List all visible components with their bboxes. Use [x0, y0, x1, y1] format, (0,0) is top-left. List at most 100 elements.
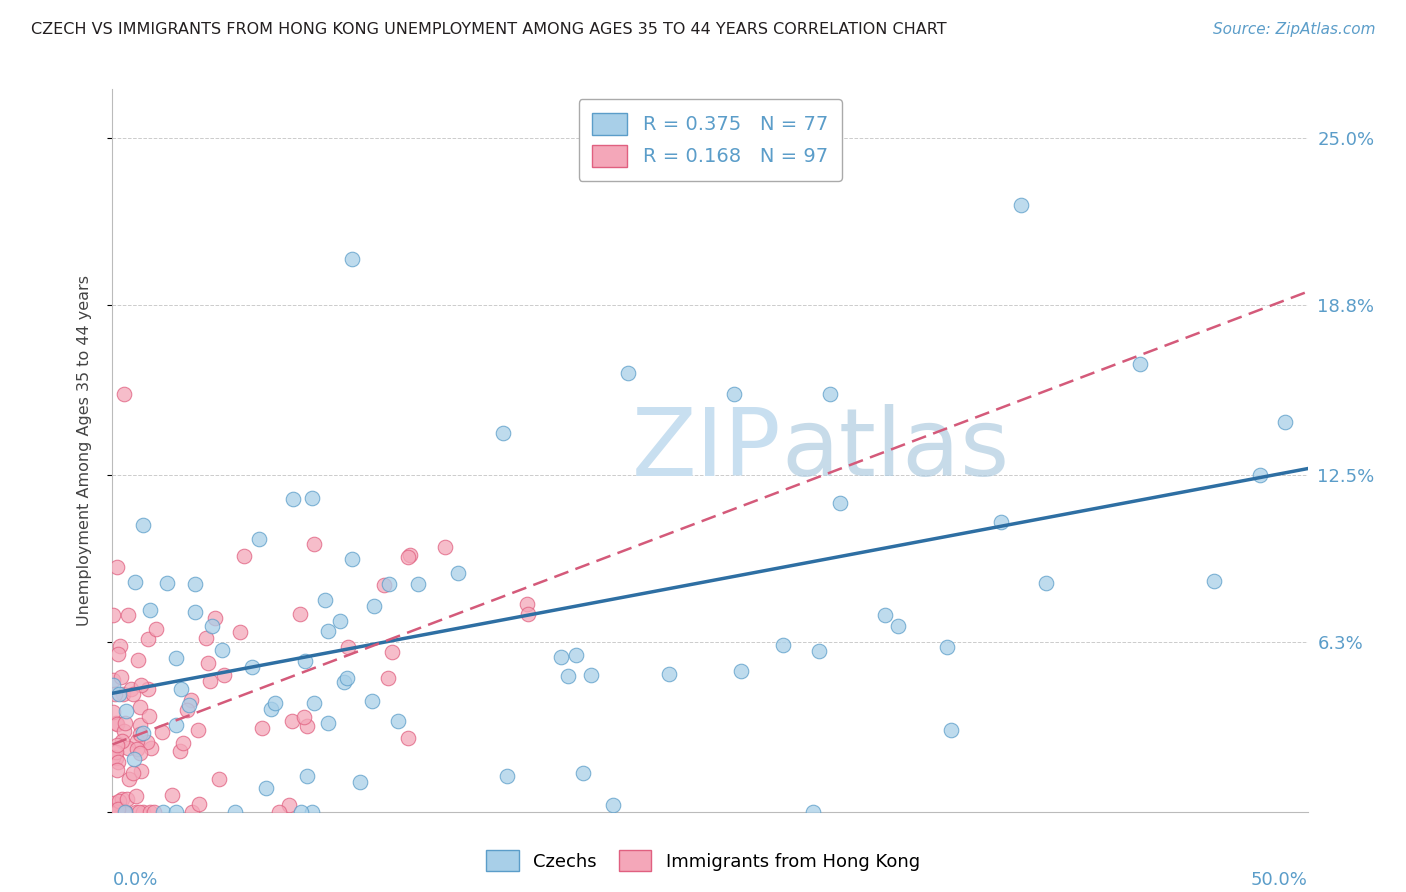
Point: [128, 805, 150, 819]
Point: [496, 769, 519, 783]
Point: [316, 624, 339, 638]
Point: [233, 549, 256, 563]
Point: [187, 797, 209, 812]
Point: [117, 772, 139, 787]
Point: [340, 252, 363, 266]
Point: [104, 715, 127, 730]
Legend: Czechs, Immigrants from Hong Kong: Czechs, Immigrants from Hong Kong: [479, 843, 927, 879]
Point: [1274, 415, 1296, 429]
Point: [180, 693, 202, 707]
Point: [114, 387, 135, 401]
Point: [939, 723, 962, 737]
Point: [447, 566, 470, 581]
Point: [263, 696, 285, 710]
Point: [550, 650, 572, 665]
Point: [1249, 467, 1271, 482]
Point: [110, 805, 132, 819]
Point: [730, 664, 752, 678]
Point: [557, 669, 579, 683]
Point: [108, 687, 131, 701]
Point: [138, 805, 160, 819]
Point: [105, 805, 128, 819]
Point: [139, 603, 162, 617]
Point: [124, 575, 146, 590]
Point: [1129, 357, 1152, 371]
Point: [198, 673, 221, 688]
Point: [145, 622, 167, 636]
Point: [349, 775, 371, 789]
Point: [211, 643, 233, 657]
Text: 0.0%: 0.0%: [112, 871, 157, 889]
Point: [336, 671, 359, 685]
Point: [114, 716, 136, 731]
Point: [169, 744, 191, 758]
Point: [302, 537, 325, 551]
Point: [112, 805, 135, 819]
Point: [373, 578, 395, 592]
Point: [165, 718, 187, 732]
Point: [135, 735, 157, 749]
Point: [333, 674, 356, 689]
Point: [125, 805, 148, 819]
Point: [214, 667, 236, 681]
Point: [434, 540, 457, 554]
Point: [267, 805, 290, 819]
Point: [136, 681, 159, 696]
Point: [260, 702, 283, 716]
Point: [935, 640, 957, 654]
Point: [179, 698, 201, 713]
Point: [122, 752, 145, 766]
Point: [160, 788, 183, 802]
Point: [801, 805, 824, 819]
Point: [112, 805, 135, 819]
Point: [290, 805, 312, 819]
Point: [105, 738, 128, 752]
Point: [115, 792, 138, 806]
Point: [120, 681, 142, 696]
Point: [101, 673, 124, 688]
Point: [105, 560, 128, 574]
Point: [132, 518, 155, 533]
Point: [292, 710, 315, 724]
Point: [107, 647, 129, 661]
Point: [125, 742, 148, 756]
Point: [117, 607, 139, 622]
Point: [250, 722, 273, 736]
Text: 50.0%: 50.0%: [1251, 871, 1308, 889]
Point: [204, 611, 226, 625]
Point: [165, 805, 187, 819]
Point: [294, 653, 316, 667]
Point: [617, 366, 640, 380]
Point: [184, 605, 207, 619]
Point: [240, 660, 263, 674]
Point: [329, 615, 352, 629]
Point: [1204, 574, 1226, 588]
Point: [114, 805, 136, 819]
Point: [517, 607, 540, 621]
Point: [107, 805, 129, 819]
Point: [396, 550, 419, 565]
Point: [107, 802, 129, 816]
Point: [115, 704, 138, 718]
Point: [122, 687, 145, 701]
Point: [254, 781, 277, 796]
Point: [111, 734, 134, 748]
Point: [105, 717, 128, 731]
Point: [129, 678, 152, 692]
Point: [184, 577, 207, 591]
Point: [381, 645, 404, 659]
Point: [114, 805, 136, 819]
Point: [129, 727, 152, 741]
Point: [107, 755, 129, 769]
Point: [360, 693, 382, 707]
Point: [396, 731, 419, 746]
Point: [103, 750, 125, 764]
Point: [138, 709, 160, 723]
Legend: R = 0.375   N = 77, R = 0.168   N = 97: R = 0.375 N = 77, R = 0.168 N = 97: [578, 99, 842, 181]
Point: [572, 766, 595, 780]
Point: [491, 425, 513, 440]
Text: CZECH VS IMMIGRANTS FROM HONG KONG UNEMPLOYMENT AMONG AGES 35 TO 44 YEARS CORREL: CZECH VS IMMIGRANTS FROM HONG KONG UNEMP…: [31, 22, 946, 37]
Point: [1035, 575, 1057, 590]
Point: [125, 789, 148, 803]
Point: [658, 667, 681, 681]
